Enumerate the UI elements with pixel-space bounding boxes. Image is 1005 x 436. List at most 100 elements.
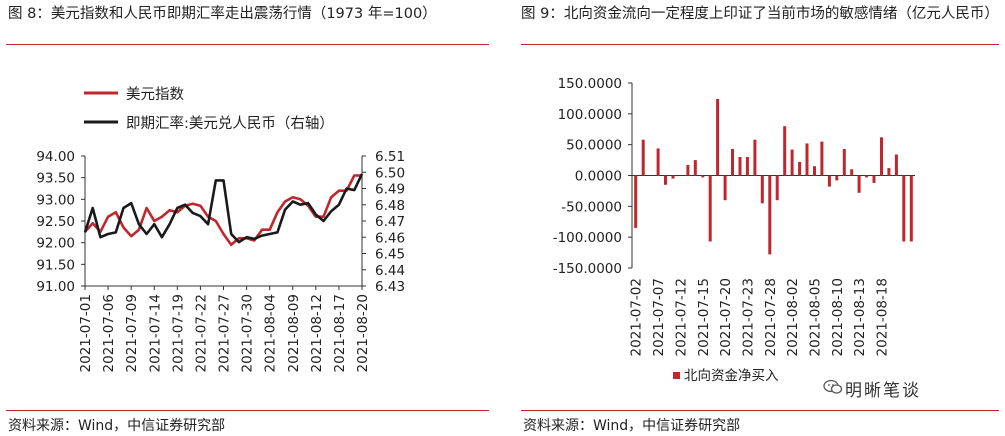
bar xyxy=(664,175,667,185)
bar xyxy=(820,141,824,176)
x-tick-label: 2021-07-15 xyxy=(696,278,712,356)
x-tick-label: 2021-07-23 xyxy=(740,278,756,356)
x-tick-label: 2021-08-17 xyxy=(332,294,348,372)
bar xyxy=(872,175,876,183)
right-axes: 150.0000 100.0000 50.0000 0.0000 -50.0000 -10… xyxy=(553,76,915,356)
bar xyxy=(708,175,712,242)
watermark-text: 明晰笔谈 xyxy=(845,381,921,401)
x-tick-label: 2021-07-01 xyxy=(78,294,94,372)
y-tick-label: 94.00 xyxy=(36,149,75,165)
y2-tick-label: 6.50 xyxy=(375,165,405,181)
y2-tick-label: 6.45 xyxy=(375,247,405,263)
x-tick-label: 2021-08-12 xyxy=(309,294,325,372)
x-tick-label: 2021-07-06 xyxy=(101,294,117,372)
bar xyxy=(880,137,883,176)
right-bar-chart: 150.0000 100.0000 50.0000 0.0000 -50.0000 -10… xyxy=(553,76,915,384)
y-tick-label: -50.0000 xyxy=(561,199,622,215)
left-source-rule xyxy=(6,410,489,411)
y-tick-label: 91.50 xyxy=(36,257,75,273)
x-tick-label: 2021-08-04 xyxy=(263,294,279,372)
x-tick-label: 2021-08-02 xyxy=(785,278,801,356)
x-tick-label: 2021-07-28 xyxy=(763,278,779,356)
y-tick-label: 92.50 xyxy=(36,214,75,230)
bar xyxy=(790,149,794,176)
bar xyxy=(857,175,861,193)
left-title-rule xyxy=(6,44,489,45)
x-tick-label: 2021-07-02 xyxy=(629,278,645,356)
x-tick-label: 2021-07-19 xyxy=(170,294,186,372)
bar xyxy=(738,157,742,176)
x-tick-label: 2021-07-07 xyxy=(651,278,667,356)
right-figure-panel: 图 9：北向资金流向一定程度上印证了当前市场的敏感情绪（亿元人民币） 150.0… xyxy=(515,0,1005,436)
y-tick-label: -150.0000 xyxy=(553,261,622,277)
legend-label: 北向资金净买入 xyxy=(684,368,779,384)
bar xyxy=(760,175,764,204)
y-tick-label: 0.0000 xyxy=(575,169,622,185)
bar xyxy=(835,175,839,181)
bar xyxy=(686,165,690,176)
x-tick-label: 2021-07-27 xyxy=(217,294,233,372)
bar xyxy=(775,175,779,201)
legend-swatch xyxy=(673,372,680,379)
y-tick-label: 50.0000 xyxy=(566,138,622,154)
right-figure-title: 图 9：北向资金流向一定程度上印证了当前市场的敏感情绪（亿元人民币） xyxy=(521,6,999,22)
right-title-rule xyxy=(521,44,999,45)
bar xyxy=(723,175,727,201)
bar xyxy=(693,160,697,176)
bar xyxy=(805,143,809,176)
bar xyxy=(902,175,906,242)
bar xyxy=(671,175,675,179)
bar xyxy=(865,175,869,178)
left-axes: 94.0093.5093.0092.5092.0091.5091.006.516… xyxy=(36,149,405,372)
x-tick-label: 2021-07-22 xyxy=(193,294,209,372)
bar xyxy=(768,175,772,255)
bar xyxy=(909,175,913,242)
bar xyxy=(798,161,802,176)
x-tick-label: 2021-07-30 xyxy=(240,294,256,372)
bar xyxy=(813,166,816,176)
left-figure-title: 图 8：美元指数和人民币即期汇率走出震荡行情（1973 年=100） xyxy=(8,6,437,22)
y-tick-label: 93.00 xyxy=(36,192,75,208)
y-tick-label: 100.0000 xyxy=(558,107,622,123)
series-line xyxy=(84,174,362,247)
series-line xyxy=(83,173,364,244)
x-tick-label: 2021-08-10 xyxy=(830,278,846,356)
x-tick-label: 2021-08-05 xyxy=(807,278,823,356)
bar xyxy=(656,148,660,176)
right-legend: 北向资金净买入 xyxy=(673,368,779,384)
bar xyxy=(850,169,854,176)
bar xyxy=(842,149,846,176)
bar xyxy=(701,175,705,178)
y2-tick-label: 6.49 xyxy=(375,182,405,198)
wechat-icon xyxy=(823,379,843,394)
bar xyxy=(641,139,645,176)
y-tick-label: 93.50 xyxy=(36,171,75,187)
y2-tick-label: 6.46 xyxy=(375,230,405,246)
x-tick-label: 2021-08-20 xyxy=(355,294,371,372)
bar xyxy=(731,149,734,176)
x-tick-label: 2021-08-13 xyxy=(852,278,868,356)
y-tick-label: -100.0000 xyxy=(553,230,622,246)
x-tick-label: 2021-07-09 xyxy=(124,294,140,372)
x-tick-label: 2021-08-09 xyxy=(286,294,302,372)
y2-tick-label: 6.44 xyxy=(375,263,405,279)
bar xyxy=(783,126,787,176)
right-bars xyxy=(634,99,913,255)
left-source-note: 资料来源：Wind，中信证券研究部 xyxy=(8,418,226,434)
bar xyxy=(753,139,757,176)
x-tick-label: 2021-07-20 xyxy=(718,278,734,356)
bar xyxy=(894,154,898,176)
x-tick-label: 2021-07-12 xyxy=(673,278,689,356)
right-source-note: 资料来源：Wind，中信证券研究部 xyxy=(523,418,741,434)
y-tick-label: 91.00 xyxy=(36,279,75,295)
y-tick-label: 150.0000 xyxy=(558,76,622,92)
bar xyxy=(887,168,891,176)
left-figure-panel: 图 8：美元指数和人民币即期汇率走出震荡行情（1973 年=100） 美元指数即… xyxy=(0,0,495,436)
y-tick-label: 92.00 xyxy=(36,236,75,252)
legend-label: 即期汇率:美元兑人民币（右轴） xyxy=(126,115,334,132)
bar xyxy=(745,157,749,176)
bar xyxy=(827,175,831,187)
legend-label: 美元指数 xyxy=(126,86,184,103)
